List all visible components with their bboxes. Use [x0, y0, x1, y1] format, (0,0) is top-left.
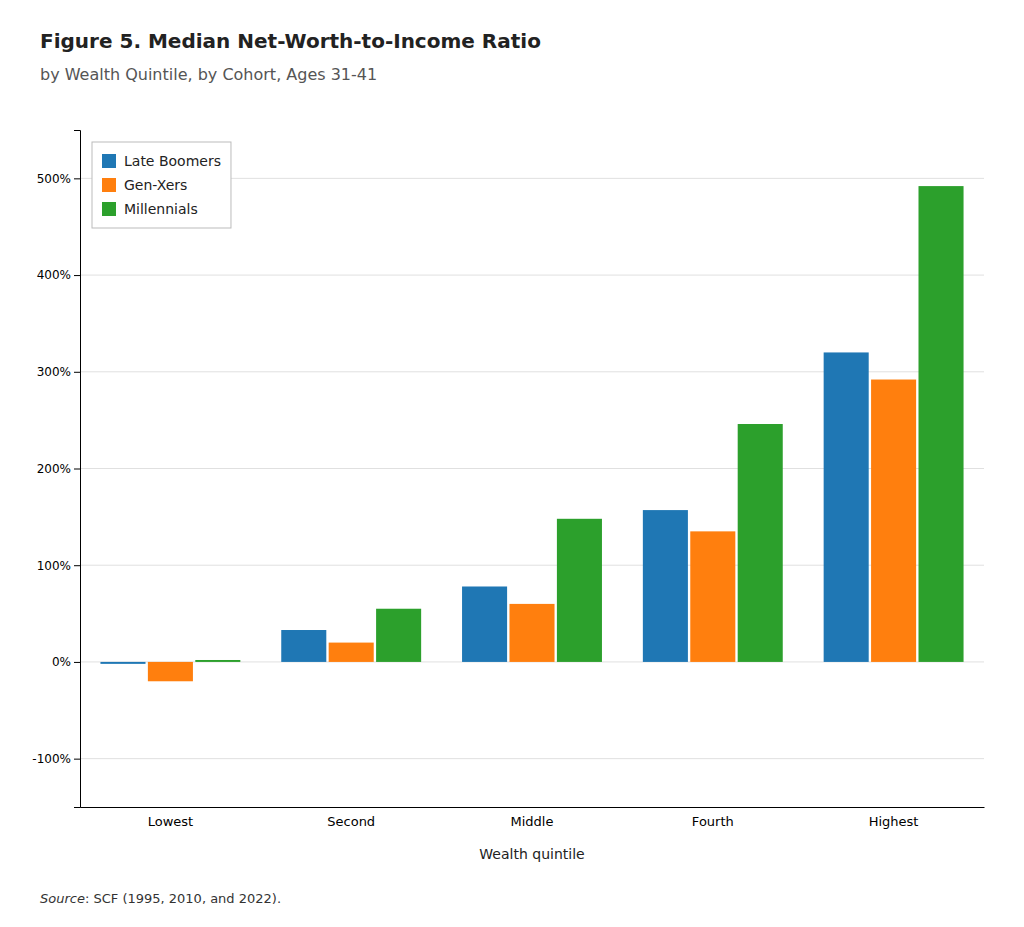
x-axis-title: Wealth quintile — [479, 846, 584, 862]
y-tick: 0% — [52, 655, 80, 669]
y-tick: 500% — [37, 172, 80, 186]
y-tick-label: 100% — [37, 559, 71, 573]
y-tick: 200% — [37, 462, 80, 476]
y-tick: 300% — [37, 365, 80, 379]
y-tick-label: 400% — [37, 268, 71, 282]
source-part: : SCF (1995, 2010, and 2022). — [85, 891, 281, 906]
x-tick: Lowest — [148, 814, 193, 829]
x-tick: Fourth — [692, 814, 734, 829]
y-tick-mark — [74, 565, 80, 566]
bar — [100, 662, 145, 664]
source-note: Source: SCF (1995, 2010, and 2022). — [40, 891, 281, 906]
plot: -100% 0% 100% 200% 300% 400% 500% Lowest Second M… — [32, 131, 984, 863]
legend-label: Gen-Xers — [124, 177, 187, 193]
x-tick-label: Middle — [511, 814, 554, 829]
y-tick-mark — [74, 178, 80, 179]
bar — [195, 660, 240, 662]
x-axis: Lowest Second Middle Fourth Highest — [81, 808, 985, 830]
x-tick-label: Lowest — [148, 814, 193, 829]
bar — [281, 630, 326, 662]
y-tick-label: 300% — [37, 365, 71, 379]
y-tick-mark — [74, 469, 80, 470]
legend: Late Boomers Gen-Xers Millennials — [92, 142, 231, 228]
y-tick-mark — [74, 372, 80, 373]
chart: Figure 5. Median Net-Worth-to-Income Rat… — [0, 0, 1024, 927]
legend-item: Gen-Xers — [102, 177, 187, 193]
grid-line — [80, 758, 984, 759]
legend-swatch — [102, 178, 116, 192]
bar — [871, 380, 916, 662]
y-tick-label: -100% — [32, 752, 71, 766]
legend-swatch — [102, 202, 116, 216]
x-tick: Highest — [869, 814, 919, 829]
legend-label: Millennials — [124, 201, 198, 217]
bar — [376, 609, 421, 662]
bar — [462, 586, 507, 661]
y-tick-mark — [74, 759, 80, 760]
grid — [80, 178, 984, 758]
y-tick: 400% — [37, 268, 80, 282]
grid-line — [80, 275, 984, 276]
bar — [329, 643, 374, 662]
title: Figure 5. Median Net-Worth-to-Income Rat… — [40, 29, 541, 53]
y-axis: -100% 0% 100% 200% 300% 400% 500% — [32, 131, 80, 808]
x-tick: Second — [327, 814, 375, 829]
legend-label: Late Boomers — [124, 153, 221, 169]
legend-item: Late Boomers — [102, 153, 221, 169]
y-tick: -100% — [32, 752, 80, 766]
bar — [148, 662, 193, 681]
y-tick-label: 200% — [37, 462, 71, 476]
series — [148, 380, 916, 682]
y-tick-label: 500% — [37, 172, 71, 186]
x-tick-label: Second — [327, 814, 375, 829]
bar — [643, 510, 688, 662]
bar — [690, 531, 735, 662]
bar — [918, 186, 963, 662]
legend-background — [92, 142, 231, 228]
legend-swatch — [102, 154, 116, 168]
y-tick-mark — [74, 662, 80, 663]
series — [195, 186, 963, 662]
x-tick-label: Fourth — [692, 814, 734, 829]
y-axis-line — [74, 131, 81, 808]
x-tick: Middle — [511, 814, 554, 829]
x-axis-line — [81, 807, 985, 808]
x-tick-label: Highest — [869, 814, 919, 829]
y-tick-label: 0% — [52, 655, 71, 669]
source-part: Source — [40, 891, 85, 906]
bar — [824, 352, 869, 661]
series — [100, 352, 868, 663]
subtitle: by Wealth Quintile, by Cohort, Ages 31-4… — [40, 65, 377, 84]
y-tick-mark — [74, 275, 80, 276]
bars — [100, 186, 963, 681]
y-tick: 100% — [37, 559, 80, 573]
bar — [557, 519, 602, 662]
legend-item: Millennials — [102, 201, 198, 217]
bar — [509, 604, 554, 662]
bar — [738, 424, 783, 662]
